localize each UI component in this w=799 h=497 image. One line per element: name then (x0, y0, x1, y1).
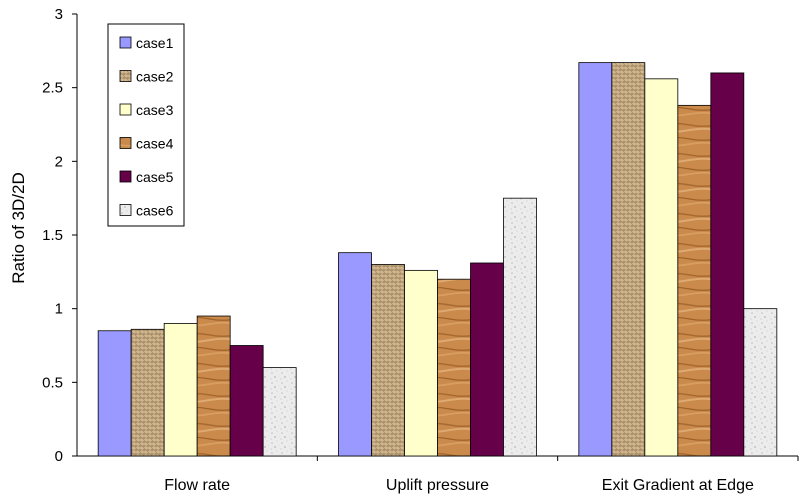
bar-case2-2 (611, 62, 646, 457)
legend-swatch (119, 36, 132, 49)
y-tick-label: 2.5 (42, 80, 63, 97)
bar-case4-1 (437, 278, 471, 457)
y-tick-label: 1.5 (42, 227, 63, 244)
legend-swatch (119, 170, 132, 183)
legend-swatch (119, 70, 132, 82)
bar-case5-0 (229, 345, 264, 457)
bar-case3-0 (163, 322, 198, 457)
x-category-label: Exit Gradient at Edge (602, 477, 754, 494)
bar-case5-2 (710, 72, 745, 457)
bar-case1-2 (578, 62, 613, 457)
y-tick-label: 0 (55, 448, 63, 465)
y-tick-label: 2 (55, 153, 63, 170)
bar-case2-0 (130, 328, 165, 457)
legend-swatch (119, 103, 132, 116)
legend-label: case6 (136, 203, 174, 219)
legend-box (107, 23, 185, 227)
bar-case3-2 (644, 78, 679, 457)
bar-case4-2 (677, 104, 712, 457)
y-tick-label: 0.5 (42, 374, 63, 391)
plot-area: 0 0.5 1 1.5 2 2.5 3 Flow rate Uplift pressure Exi… (42, 6, 799, 494)
bar-case6-2 (743, 308, 778, 457)
y-axis-title: Ratio of 3D/2D (9, 172, 28, 284)
legend-label: case3 (136, 102, 174, 118)
legend-swatch (119, 137, 132, 149)
legend-label: case2 (136, 69, 174, 85)
x-category-label: Uplift pressure (386, 477, 489, 494)
bar-case3-1 (404, 269, 438, 457)
bar-case6-0 (262, 367, 297, 457)
bar-case2-1 (371, 264, 405, 457)
x-category-label: Flow rate (164, 477, 230, 494)
legend: case1 case2 case3 case4 case5 case6 (107, 23, 185, 227)
legend-label: case1 (136, 35, 174, 51)
bar-case6-1 (503, 197, 537, 457)
y-tick-label: 1 (55, 301, 63, 318)
bar-case4-0 (196, 315, 231, 457)
bar-case1-0 (97, 330, 132, 457)
legend-label: case4 (136, 136, 174, 152)
legend-label: case5 (136, 169, 174, 185)
bar-case5-1 (470, 262, 504, 457)
y-tick-label: 3 (55, 6, 63, 23)
legend-swatch (119, 204, 132, 216)
bar-case1-1 (338, 252, 372, 457)
